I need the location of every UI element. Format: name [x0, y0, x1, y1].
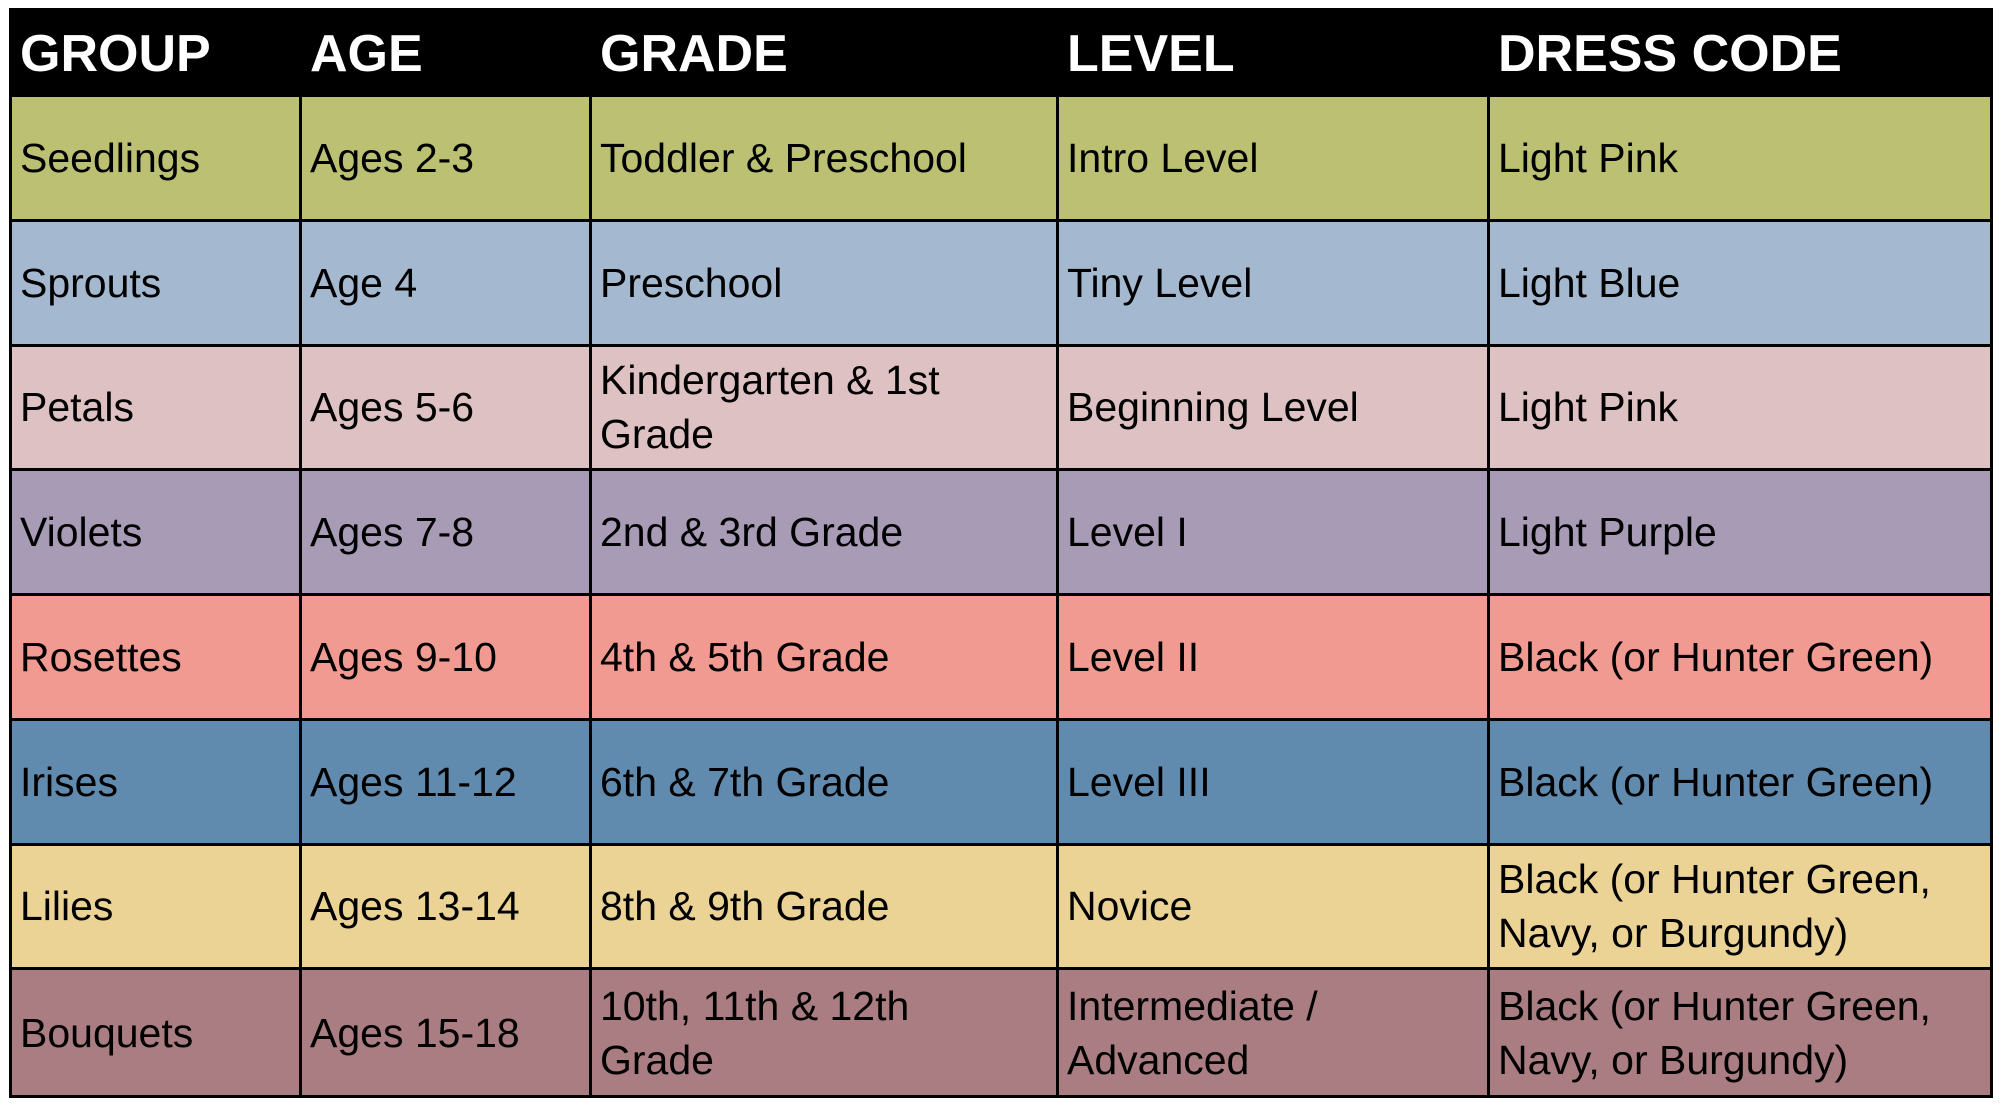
cell-level: Tiny Level — [1059, 221, 1490, 347]
cell-group: Lilies — [12, 845, 302, 971]
cell-age: Ages 2-3 — [302, 97, 592, 222]
header-grade: GRADE — [592, 11, 1059, 97]
cell-level: Level III — [1059, 720, 1490, 846]
cell-grade: Preschool — [592, 221, 1059, 347]
cell-dress-code: Black (or Hunter Green, Navy, or Burgund… — [1490, 845, 1990, 971]
cell-dress-code: Black (or Hunter Green, Navy, or Burgund… — [1490, 970, 1990, 1095]
cell-grade: 2nd & 3rd Grade — [592, 471, 1059, 596]
cell-level: Novice — [1059, 845, 1490, 971]
cell-group: Irises — [12, 720, 302, 846]
header-level: LEVEL — [1059, 11, 1490, 97]
cell-grade: Toddler & Preschool — [592, 97, 1059, 222]
cell-level: Level I — [1059, 471, 1490, 596]
cell-grade: 8th & 9th Grade — [592, 845, 1059, 971]
cell-grade: Kindergarten & 1st Grade — [592, 346, 1059, 472]
cell-grade: 4th & 5th Grade — [592, 596, 1059, 721]
cell-dress-code: Light Blue — [1490, 221, 1990, 347]
cell-grade: 10th, 11th & 12th Grade — [592, 970, 1059, 1095]
cell-age: Ages 13-14 — [302, 845, 592, 971]
header-group: GROUP — [12, 11, 302, 97]
cell-age: Ages 7-8 — [302, 471, 592, 596]
class-levels-table: GROUP AGE GRADE LEVEL DRESS CODE Seedlin… — [9, 8, 1993, 1098]
cell-age: Ages 5-6 — [302, 346, 592, 472]
cell-group: Violets — [12, 471, 302, 596]
cell-level: Beginning Level — [1059, 346, 1490, 472]
cell-age: Ages 15-18 — [302, 970, 592, 1095]
header-age: AGE — [302, 11, 592, 97]
header-dress-code: DRESS CODE — [1490, 11, 1990, 97]
cell-level: Intro Level — [1059, 97, 1490, 222]
cell-age: Age 4 — [302, 221, 592, 347]
cell-dress-code: Light Pink — [1490, 97, 1990, 222]
cell-dress-code: Black (or Hunter Green) — [1490, 596, 1990, 721]
cell-dress-code: Black (or Hunter Green) — [1490, 720, 1990, 846]
cell-dress-code: Light Purple — [1490, 471, 1990, 596]
cell-group: Rosettes — [12, 596, 302, 721]
cell-group: Petals — [12, 346, 302, 472]
cell-dress-code: Light Pink — [1490, 346, 1990, 472]
cell-group: Seedlings — [12, 97, 302, 222]
cell-group: Sprouts — [12, 221, 302, 347]
cell-age: Ages 11-12 — [302, 720, 592, 846]
cell-level: Level II — [1059, 596, 1490, 721]
cell-grade: 6th & 7th Grade — [592, 720, 1059, 846]
cell-level: Intermediate / Advanced — [1059, 970, 1490, 1095]
cell-group: Bouquets — [12, 970, 302, 1095]
cell-age: Ages 9-10 — [302, 596, 592, 721]
